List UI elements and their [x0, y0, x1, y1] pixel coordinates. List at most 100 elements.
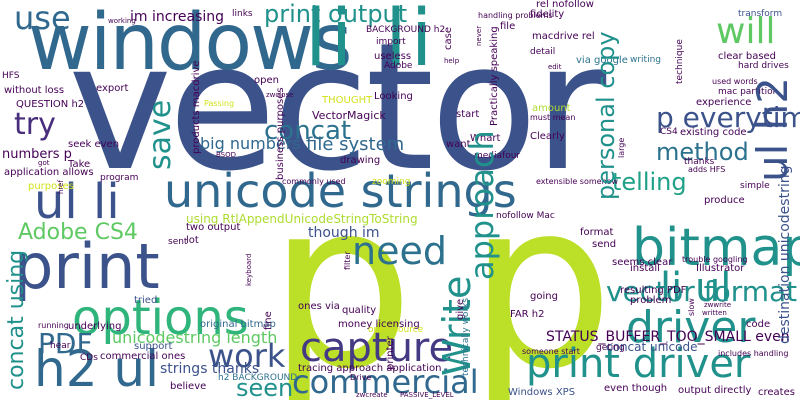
word-purposes: purposes: [28, 181, 74, 192]
word-strings-thanks: strings thanks: [160, 361, 260, 377]
word-keyboard: keyboard: [245, 253, 253, 286]
word-help: help: [444, 57, 460, 65]
word-ul-li: ul li: [34, 174, 120, 230]
word-ones-via: ones via: [298, 301, 340, 312]
word-tracing-approach: tracing approach application: [298, 363, 442, 374]
word-take: Take: [68, 159, 91, 170]
word-start: start: [456, 109, 480, 120]
word-li-li: li li: [305, 0, 437, 84]
word-passing: Passing: [204, 99, 235, 108]
word-file-system: file system: [306, 134, 405, 155]
word-concat-unicode: concat unicode: [606, 340, 698, 354]
word-send: send: [592, 239, 617, 250]
word-question-h2: QUESTION h2: [16, 99, 85, 110]
word-written: written: [702, 309, 727, 317]
word-simple: simple: [740, 181, 770, 191]
word-driver: driver: [626, 302, 756, 353]
word-hfs: HFS: [2, 71, 20, 81]
word-going: going: [530, 291, 558, 302]
word-must-mean: must mean: [530, 113, 576, 122]
word-p-everytime: p everytime: [656, 101, 800, 134]
word-need: need: [352, 229, 447, 273]
word-options: options: [72, 290, 249, 346]
word-href: href: [57, 180, 65, 194]
word-thought: THOUGHT: [322, 95, 373, 106]
word-lot: lot: [186, 235, 199, 246]
word-sent: sent: [168, 237, 188, 247]
word-bsod: BSOD: [216, 151, 237, 159]
word-export: export: [96, 83, 129, 94]
word-trouble-googling: trouble googling: [682, 255, 748, 264]
word-background-h2: BACKGROUND h2: [366, 25, 446, 35]
word-zwcreate: zwcreate: [356, 391, 388, 399]
word-underlying: underlying: [68, 321, 122, 332]
word-program: program: [100, 173, 139, 183]
word-rel-nofollow: rel nofollow: [536, 0, 594, 10]
word-extensible-somehow: extensible somehow: [536, 177, 619, 186]
word-problem: problem: [630, 295, 672, 306]
word-never: never: [475, 25, 483, 46]
word-save: save: [143, 99, 178, 170]
word-money-licensing: money licensing: [338, 319, 420, 330]
word-vector: vector: [68, 5, 606, 210]
word-seems-clear: seems clear: [612, 257, 673, 268]
word-resulting-pdf: resulting PDF: [620, 285, 687, 296]
word-technique: technique: [675, 39, 685, 84]
word-slow: slow: [687, 298, 696, 316]
word-creates: creates: [758, 387, 795, 398]
word-drawing: drawing: [340, 155, 381, 166]
word-used-words: used words: [712, 77, 758, 86]
word-edit: edit: [548, 63, 562, 71]
word-commercial-ones: commercial ones: [100, 351, 186, 362]
word-zooming: zooming: [372, 177, 411, 187]
word-application-allows: application allows: [4, 167, 94, 178]
word-file: file: [500, 21, 516, 32]
word-produce: produce: [704, 195, 745, 206]
word-print-driver: print driver: [526, 341, 751, 387]
word-hear: hear: [50, 341, 71, 351]
word-tried: tried: [134, 295, 158, 306]
word-pdf: PDF: [38, 327, 93, 360]
word-drive: Drive: [350, 373, 372, 382]
word-filter: filter: [343, 251, 352, 270]
word-printer: printer: [385, 336, 396, 370]
word-believe: believe: [170, 381, 207, 392]
word-amount: amount: [532, 103, 571, 114]
word-hard-drives: hard drives: [738, 61, 789, 71]
word-writing: writing: [630, 55, 662, 65]
word-running: running: [38, 321, 69, 330]
word-zwwrite: zwwrite: [704, 301, 731, 309]
word-commonly-used: commonly used: [282, 177, 346, 186]
word-windows: windows: [28, 0, 353, 88]
word-got: got: [38, 159, 50, 167]
word-zwclose: zwclose: [266, 91, 294, 99]
word-mac-partition: mac partition: [718, 87, 779, 97]
word-code: code: [746, 319, 771, 330]
word-h2-ul: h2 ul: [34, 340, 159, 398]
word-p-right: p: [468, 153, 614, 400]
word-numbers-p: numbers p: [2, 147, 72, 162]
word-clear-based: clear based: [718, 51, 777, 62]
word-geting: geting: [596, 343, 625, 353]
word-seek-even: seek even: [68, 139, 120, 150]
word-working: working: [108, 17, 136, 25]
word-support: support: [134, 341, 173, 352]
word-fine: fine: [263, 311, 274, 330]
word-thanks: thanks: [684, 157, 715, 167]
word-p-left: p: [268, 153, 414, 400]
word-existing-code: existing code: [680, 127, 747, 138]
word-unicode-strings: unicode strings: [164, 164, 517, 218]
word-want: want: [446, 139, 471, 150]
word-vectormagick: VectorMagick: [312, 109, 386, 122]
word-mediafour: mediafour: [474, 151, 521, 161]
word-original-bitmap: original bitmap: [200, 319, 276, 330]
word-without-loss: without loss: [4, 85, 65, 96]
word-telling: telling: [612, 168, 687, 196]
word-experience: experience: [696, 97, 752, 108]
word-technically-works: technically works: [461, 297, 471, 376]
word-even-though: even though: [604, 383, 668, 394]
word-includes-handling: includes handling: [718, 349, 789, 358]
word-print-output: print output: [264, 0, 408, 28]
word-h2-background: h2 BACKGROUND: [218, 373, 298, 383]
word-concat-using: concat using: [4, 249, 29, 390]
